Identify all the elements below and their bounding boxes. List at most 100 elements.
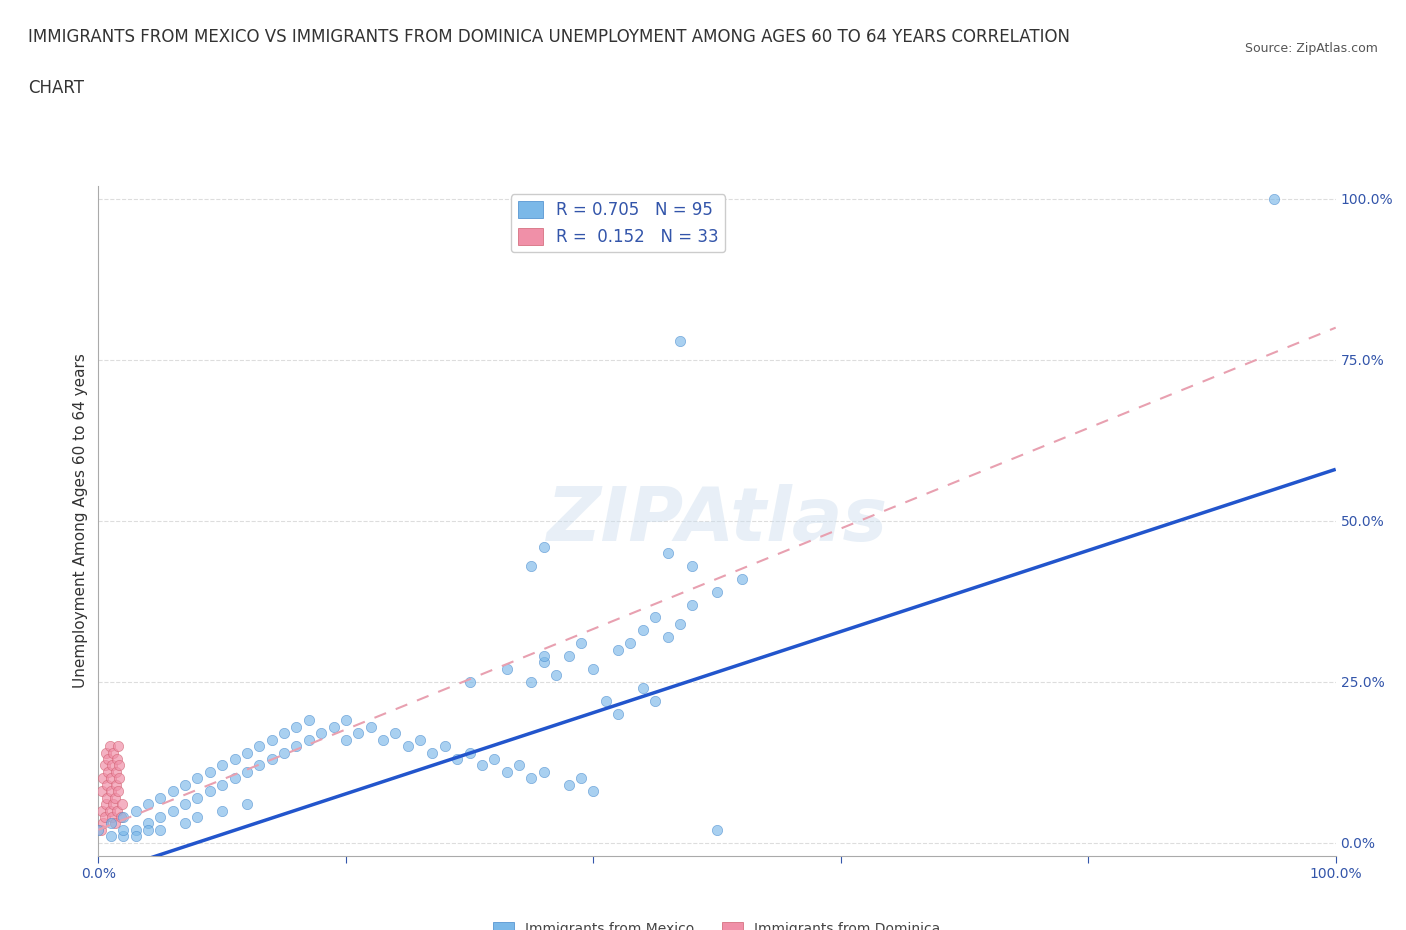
Point: [112, 822, 135, 837]
Point: [533, 764, 555, 779]
Point: [533, 648, 555, 663]
Point: [124, 829, 146, 844]
Point: [100, 816, 122, 830]
Point: [731, 571, 754, 586]
Point: [458, 674, 481, 689]
Text: Source: ZipAtlas.com: Source: ZipAtlas.com: [1244, 42, 1378, 55]
Point: [619, 636, 641, 651]
Point: [1263, 192, 1285, 206]
Point: [100, 829, 122, 844]
Point: [186, 771, 208, 786]
Text: IMMIGRANTS FROM MEXICO VS IMMIGRANTS FROM DOMINICA UNEMPLOYMENT AMONG AGES 60 TO: IMMIGRANTS FROM MEXICO VS IMMIGRANTS FRO…: [28, 28, 1070, 46]
Point: [104, 764, 127, 779]
Text: CHART: CHART: [28, 79, 84, 97]
Legend: Immigrants from Mexico, Immigrants from Dominica: Immigrants from Mexico, Immigrants from …: [488, 916, 946, 930]
Point: [105, 751, 128, 766]
Point: [198, 784, 221, 799]
Point: [211, 777, 233, 792]
Point: [100, 784, 122, 799]
Point: [273, 745, 295, 760]
Point: [569, 636, 592, 651]
Point: [595, 694, 617, 709]
Point: [149, 790, 172, 805]
Point: [93, 771, 115, 786]
Point: [124, 822, 146, 837]
Point: [174, 777, 197, 792]
Point: [396, 738, 419, 753]
Point: [631, 681, 654, 696]
Point: [101, 809, 124, 824]
Point: [422, 745, 444, 760]
Point: [247, 758, 270, 773]
Point: [247, 738, 270, 753]
Point: [108, 771, 131, 786]
Point: [335, 732, 357, 747]
Point: [112, 809, 135, 824]
Point: [236, 745, 259, 760]
Point: [174, 816, 197, 830]
Point: [433, 738, 456, 753]
Point: [96, 790, 118, 805]
Y-axis label: Unemployment Among Ages 60 to 64 years: Unemployment Among Ages 60 to 64 years: [73, 353, 89, 688]
Point: [211, 804, 233, 818]
Point: [107, 738, 129, 753]
Point: [681, 558, 703, 573]
Point: [211, 758, 233, 773]
Point: [681, 597, 703, 612]
Point: [446, 751, 468, 766]
Point: [273, 725, 295, 740]
Point: [557, 777, 579, 792]
Point: [90, 822, 112, 837]
Point: [706, 822, 728, 837]
Point: [484, 751, 506, 766]
Point: [322, 720, 344, 735]
Point: [91, 784, 114, 799]
Point: [186, 809, 208, 824]
Point: [557, 648, 579, 663]
Point: [224, 751, 246, 766]
Point: [136, 822, 159, 837]
Point: [136, 797, 159, 812]
Point: [186, 790, 208, 805]
Point: [384, 725, 406, 740]
Point: [93, 758, 115, 773]
Point: [347, 725, 370, 740]
Point: [91, 804, 114, 818]
Point: [103, 797, 125, 812]
Point: [669, 617, 692, 631]
Point: [103, 790, 125, 805]
Point: [631, 623, 654, 638]
Point: [582, 784, 605, 799]
Point: [149, 822, 172, 837]
Point: [149, 809, 172, 824]
Point: [108, 758, 131, 773]
Point: [87, 822, 110, 837]
Point: [298, 732, 321, 747]
Point: [607, 707, 630, 722]
Point: [458, 745, 481, 760]
Point: [520, 771, 543, 786]
Point: [93, 816, 115, 830]
Point: [100, 771, 122, 786]
Point: [93, 809, 115, 824]
Point: [236, 764, 259, 779]
Point: [104, 777, 127, 792]
Point: [105, 804, 128, 818]
Point: [136, 816, 159, 830]
Point: [103, 745, 125, 760]
Point: [309, 725, 332, 740]
Point: [533, 655, 555, 670]
Point: [110, 809, 132, 824]
Point: [582, 661, 605, 676]
Point: [657, 546, 679, 561]
Point: [285, 738, 308, 753]
Point: [98, 738, 121, 753]
Point: [124, 804, 146, 818]
Point: [495, 661, 517, 676]
Point: [97, 764, 120, 779]
Point: [495, 764, 517, 779]
Point: [198, 764, 221, 779]
Point: [112, 829, 135, 844]
Point: [607, 642, 630, 657]
Point: [569, 771, 592, 786]
